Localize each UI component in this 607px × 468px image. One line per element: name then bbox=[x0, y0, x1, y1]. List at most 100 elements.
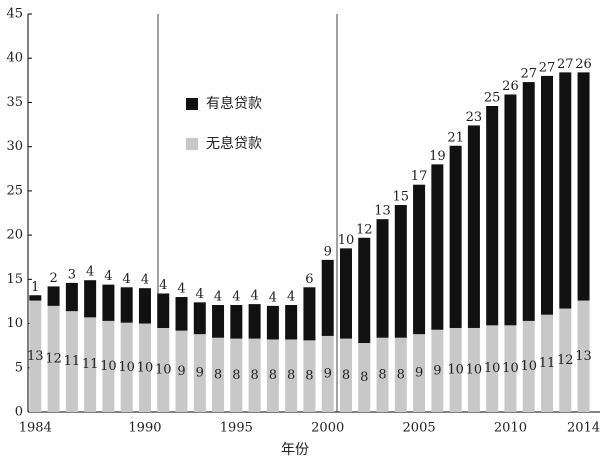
data-label: 8 bbox=[305, 369, 313, 384]
data-label: 4 bbox=[86, 265, 94, 280]
data-label: 8 bbox=[214, 367, 222, 382]
bar-segment bbox=[175, 330, 188, 412]
bar-segment bbox=[47, 286, 60, 306]
data-label: 13 bbox=[27, 349, 44, 364]
bar-segment bbox=[486, 105, 499, 326]
bar-segment bbox=[29, 295, 42, 301]
data-label: 10 bbox=[100, 359, 117, 374]
y-tick-label: 5 bbox=[15, 360, 23, 375]
bar-segment bbox=[394, 205, 407, 338]
data-label: 21 bbox=[447, 130, 464, 145]
data-label: 13 bbox=[575, 349, 592, 364]
bar-segment bbox=[486, 325, 499, 412]
bar-segment bbox=[303, 340, 316, 412]
data-label: 1 bbox=[31, 280, 39, 295]
bar-segment bbox=[138, 323, 151, 412]
y-tick-label: 0 bbox=[15, 405, 23, 420]
data-label: 8 bbox=[287, 368, 295, 383]
bar-segment bbox=[559, 308, 572, 412]
data-label: 4 bbox=[141, 273, 149, 288]
data-label: 10 bbox=[484, 361, 501, 376]
data-label: 26 bbox=[575, 57, 592, 72]
data-label: 4 bbox=[123, 272, 131, 287]
legend-label: 有息贷款 bbox=[206, 95, 262, 112]
bar-segment bbox=[504, 94, 517, 326]
bar-segment bbox=[449, 145, 462, 328]
data-label: 17 bbox=[411, 169, 428, 184]
bar-segment bbox=[504, 325, 517, 412]
data-label: 4 bbox=[214, 289, 222, 304]
y-tick-label: 15 bbox=[6, 272, 23, 287]
bar-segment bbox=[84, 280, 97, 318]
bar-segment bbox=[175, 297, 188, 331]
bar-segment bbox=[102, 320, 115, 412]
y-tick-label: 45 bbox=[6, 7, 23, 22]
y-tick-label: 20 bbox=[6, 228, 23, 243]
data-label: 11 bbox=[64, 354, 81, 369]
bar-segment bbox=[266, 305, 279, 340]
data-label: 10 bbox=[338, 233, 355, 248]
data-label: 8 bbox=[250, 368, 258, 383]
data-label: 19 bbox=[429, 149, 446, 164]
data-label: 8 bbox=[232, 368, 240, 383]
bar-segment bbox=[541, 75, 554, 315]
bar-segment bbox=[157, 327, 170, 412]
data-label: 12 bbox=[557, 353, 574, 368]
data-label: 4 bbox=[287, 289, 295, 304]
y-tick-label: 10 bbox=[6, 316, 23, 331]
data-label: 10 bbox=[502, 361, 519, 376]
bar-segment bbox=[376, 337, 389, 412]
x-tick-label: 1995 bbox=[220, 421, 253, 436]
bar-segment bbox=[339, 248, 352, 339]
x-tick-label: 2005 bbox=[403, 421, 436, 436]
bar-segment bbox=[248, 338, 261, 412]
data-label: 9 bbox=[196, 366, 204, 381]
data-label: 15 bbox=[393, 190, 410, 205]
bar-segment bbox=[394, 337, 407, 412]
bar-segment bbox=[413, 184, 426, 335]
x-tick-label: 1990 bbox=[128, 421, 161, 436]
y-tick-label: 35 bbox=[6, 95, 23, 110]
bar-segment bbox=[431, 329, 444, 412]
bar-segment bbox=[138, 288, 151, 324]
y-tick-label: 30 bbox=[6, 139, 23, 154]
legend-swatch bbox=[186, 98, 198, 110]
bar-segment bbox=[230, 338, 243, 412]
data-label: 10 bbox=[447, 362, 464, 377]
data-label: 4 bbox=[104, 269, 112, 284]
data-label: 9 bbox=[324, 366, 332, 381]
bar-segment bbox=[559, 72, 572, 309]
bar-segment bbox=[449, 327, 462, 412]
data-label: 9 bbox=[177, 364, 185, 379]
data-label: 11 bbox=[539, 356, 556, 371]
bar-segment bbox=[230, 304, 243, 339]
bar-segment bbox=[431, 164, 444, 330]
x-axis-label: 年份 bbox=[281, 442, 309, 458]
bar-segment bbox=[248, 304, 261, 339]
data-label: 13 bbox=[374, 204, 391, 219]
bar-segment bbox=[47, 305, 60, 412]
bar-segment bbox=[321, 259, 334, 336]
bar-segment bbox=[212, 337, 225, 412]
bar-segment bbox=[577, 300, 590, 412]
data-label: 12 bbox=[45, 351, 62, 366]
bar-segment bbox=[193, 302, 206, 335]
data-label: 27 bbox=[520, 67, 537, 82]
data-label: 6 bbox=[305, 272, 313, 287]
x-tick-label: 2000 bbox=[311, 421, 344, 436]
data-label: 9 bbox=[324, 244, 332, 259]
bar-segment bbox=[285, 339, 298, 412]
bar-segment bbox=[157, 293, 170, 328]
bar-segment bbox=[120, 287, 133, 323]
bar-segment bbox=[413, 334, 426, 412]
data-label: 11 bbox=[82, 357, 99, 372]
bar-segment bbox=[102, 284, 115, 321]
bar-segment bbox=[193, 334, 206, 412]
data-label: 8 bbox=[397, 367, 405, 382]
data-label: 8 bbox=[378, 367, 386, 382]
bar-segment bbox=[541, 314, 554, 412]
data-label: 27 bbox=[557, 57, 574, 72]
data-label: 2 bbox=[49, 271, 57, 286]
bar-segment bbox=[321, 335, 334, 412]
